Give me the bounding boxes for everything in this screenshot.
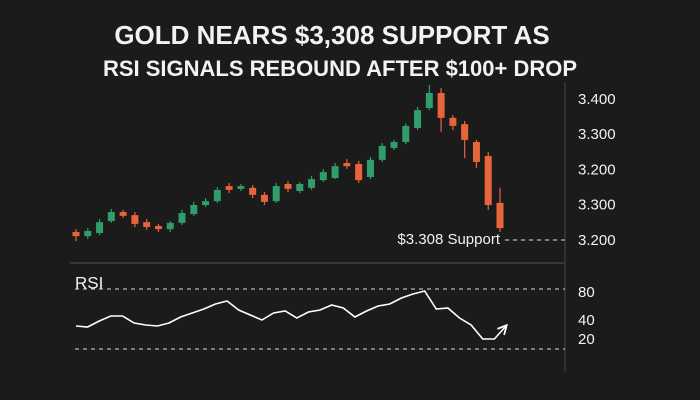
candle-body [272, 186, 280, 202]
price-label: 3.200 [578, 161, 616, 178]
candle-body [472, 142, 480, 162]
rsi-line [75, 290, 506, 340]
candle-body [496, 202, 504, 229]
rsi-label: RSI [75, 273, 103, 292]
candle-body [284, 184, 292, 189]
chart-subtitle: RSI SIGNALS REBOUND AFTER $100+ DROP [103, 56, 577, 81]
candle-body [84, 230, 92, 237]
candle-body [178, 213, 186, 223]
price-label: 3.300 [578, 126, 616, 143]
y-tick-label: 20 [578, 331, 595, 348]
candle-body [107, 212, 115, 222]
candle-body [260, 194, 268, 202]
price-label: 3.400 [578, 91, 616, 108]
support-label: $3.308 Support [397, 231, 500, 248]
candle-body [390, 142, 398, 148]
candle-body [343, 163, 351, 167]
chart-title: GOLD NEARS $3,308 SUPPORT AS [114, 20, 549, 50]
candle-body [190, 205, 198, 215]
candle-body [402, 125, 410, 142]
candle-body [461, 124, 469, 140]
candle-body [237, 186, 245, 189]
candle-body [131, 215, 139, 224]
candle-body [484, 156, 492, 205]
candle-body [425, 93, 433, 109]
candle-body [414, 110, 422, 128]
candle-body [143, 222, 151, 228]
candle-body [355, 164, 363, 181]
candle-body [225, 186, 233, 190]
candle-body [449, 117, 457, 126]
candle-body [119, 212, 127, 216]
candle-body [331, 166, 339, 179]
candle-body [213, 189, 221, 202]
y-tick-label: 80 [578, 284, 595, 301]
candle-body [72, 231, 80, 237]
price-label: 3.200 [578, 232, 616, 249]
candle-body [154, 226, 162, 230]
candle-body [296, 184, 304, 191]
candle-body [319, 172, 327, 181]
candle-body [437, 93, 445, 118]
y-tick-label: 40 [578, 312, 595, 329]
candle-body [378, 145, 386, 160]
candle-body [166, 222, 174, 230]
price-label: 3.300 [578, 197, 616, 214]
candle-body [96, 222, 104, 233]
candle-body [366, 159, 374, 177]
candle-body [202, 201, 210, 205]
candle-body [249, 187, 257, 195]
candle-body [308, 179, 316, 188]
